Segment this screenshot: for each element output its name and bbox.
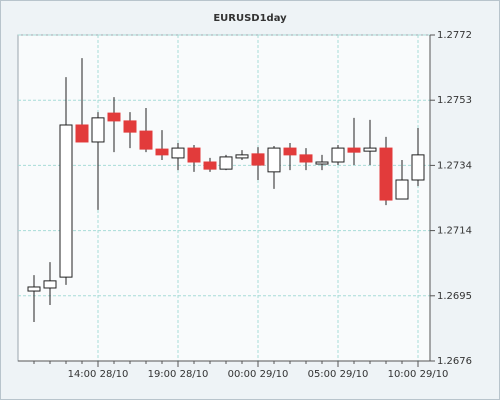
candle-body — [251, 153, 265, 166]
candle-body — [363, 147, 377, 152]
x-tick-label: 10:00 29/10 — [388, 369, 449, 380]
candle-body — [171, 147, 185, 159]
x-tick-label: 19:00 28/10 — [148, 369, 209, 380]
candle-body — [411, 154, 425, 181]
candle-body — [123, 120, 137, 133]
candle-body — [379, 147, 393, 201]
x-tick-label: 14:00 28/10 — [68, 369, 129, 380]
candle-body — [347, 147, 361, 153]
candle-body — [139, 130, 153, 150]
candle-body — [283, 147, 297, 156]
y-tick-label: 1.2714 — [437, 226, 472, 237]
y-tick-label: 1.2772 — [437, 30, 472, 41]
candle-body — [235, 154, 249, 159]
candle-body — [107, 112, 121, 122]
plot-area — [17, 34, 431, 362]
candle-body — [267, 147, 281, 173]
candle-body — [331, 147, 345, 163]
candle-body — [59, 124, 73, 278]
candle-body — [75, 124, 89, 143]
candle-body — [203, 161, 217, 170]
candle-body — [27, 286, 41, 292]
x-tick-label: 00:00 29/10 — [228, 369, 289, 380]
x-tick-label: 05:00 29/10 — [308, 369, 369, 380]
candle-body — [395, 179, 409, 200]
candle-body — [315, 161, 329, 165]
candle-body — [91, 117, 105, 143]
candle-body — [299, 154, 313, 163]
candle-body — [155, 148, 169, 156]
candle-body — [187, 147, 201, 163]
y-tick-label: 1.2676 — [437, 356, 472, 367]
chart-title: EURUSD1day — [213, 13, 287, 24]
y-tick-label: 1.2695 — [437, 291, 472, 302]
y-tick-label: 1.2734 — [437, 160, 472, 171]
y-tick-label: 1.2753 — [437, 95, 472, 106]
candle-body — [219, 156, 233, 170]
candle-body — [43, 280, 57, 289]
